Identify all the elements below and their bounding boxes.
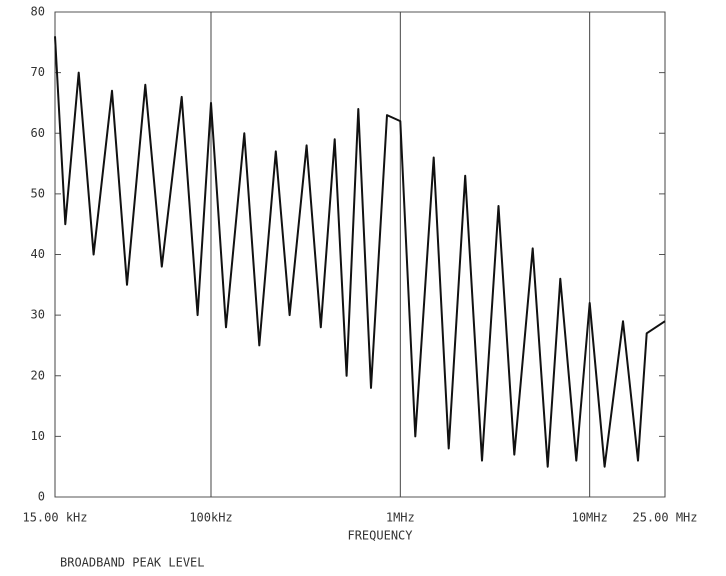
x-tick-label: 25.00 MHz	[632, 511, 697, 525]
y-tick-label: 10	[31, 429, 45, 443]
spectrum-line	[54, 36, 666, 468]
y-tick-label: 0	[38, 490, 45, 504]
y-tick-label: 40	[31, 247, 45, 261]
y-tick-label: 70	[31, 65, 45, 79]
x-tick-label: 10MHz	[572, 511, 608, 525]
x-tick-label: 100kHz	[189, 511, 232, 525]
x-tick-label: 1MHz	[386, 511, 415, 525]
y-tick-label: 20	[31, 368, 45, 382]
y-tick-label: 80	[31, 5, 45, 19]
y-tick-label: 50	[31, 186, 45, 200]
x-axis-label: FREQUENCY	[347, 529, 413, 543]
y-tick-label: 60	[31, 126, 45, 140]
y-tick-label: 30	[31, 308, 45, 322]
x-tick-label: 15.00 kHz	[22, 511, 87, 525]
caption: BROADBAND PEAK LEVEL	[60, 556, 205, 570]
